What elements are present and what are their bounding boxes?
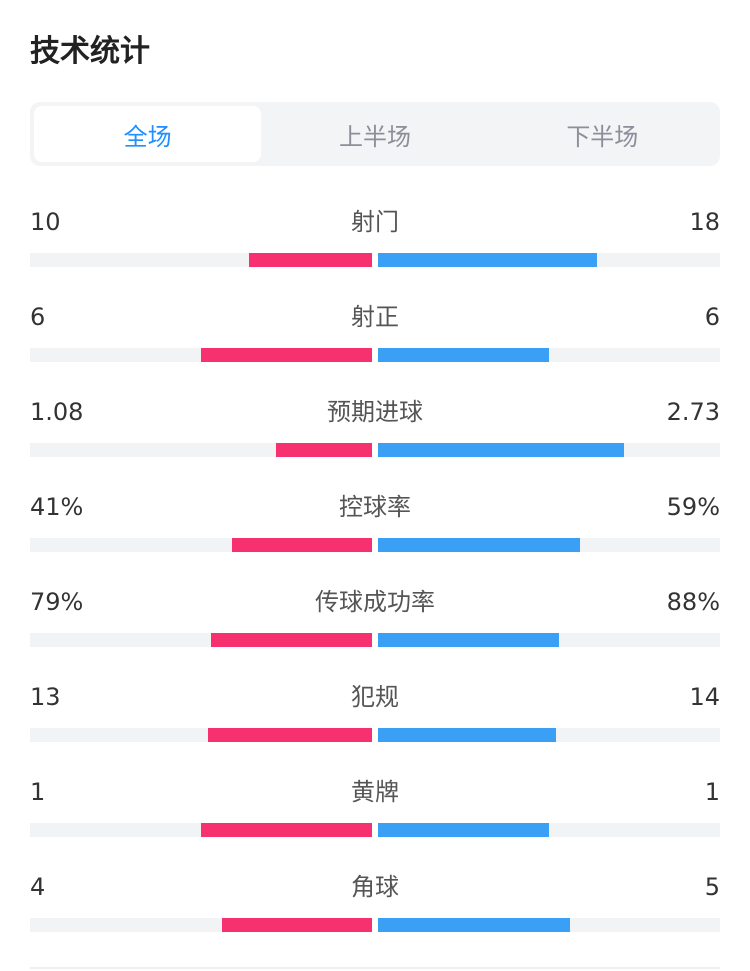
stat-label: 射门 — [351, 208, 399, 236]
away-value: 6 — [704, 303, 720, 331]
stat-row-possession: 41% 59% 控球率 — [30, 487, 720, 567]
period-tabs: 全场 上半场 下半场 — [30, 102, 720, 166]
home-bar-track — [30, 538, 372, 552]
stat-label: 射正 — [351, 303, 399, 331]
stat-label: 黄牌 — [351, 778, 399, 806]
stat-row-yellow-cards: 1 1 黄牌 — [30, 772, 720, 852]
away-bar-track — [378, 538, 720, 552]
bottom-divider — [30, 967, 720, 969]
home-bar — [211, 633, 372, 647]
away-bar — [378, 918, 570, 932]
home-value: 6 — [30, 303, 46, 331]
stat-label: 预期进球 — [327, 398, 423, 426]
home-value: 1.08 — [30, 398, 84, 426]
away-bar — [378, 253, 597, 267]
stat-row-fouls: 13 14 犯规 — [30, 677, 720, 757]
away-bar-track — [378, 253, 720, 267]
home-value: 13 — [30, 683, 61, 711]
tab-full-match[interactable]: 全场 — [34, 106, 262, 162]
away-value: 88% — [666, 588, 720, 616]
stat-row-pass-accuracy: 79% 88% 传球成功率 — [30, 582, 720, 662]
away-bar — [378, 443, 624, 457]
away-bar-track — [378, 918, 720, 932]
stat-label: 角球 — [351, 873, 399, 901]
away-bar — [378, 348, 549, 362]
home-bar — [276, 443, 372, 457]
away-bar-track — [378, 633, 720, 647]
away-bar — [378, 538, 580, 552]
home-bar — [232, 538, 372, 552]
away-value: 1 — [704, 778, 720, 806]
away-value: 5 — [704, 873, 720, 901]
stat-row-shots: 10 18 射门 — [30, 202, 720, 282]
home-bar-track — [30, 348, 372, 362]
home-bar — [201, 348, 372, 362]
home-bar-track — [30, 633, 372, 647]
stat-row-corners: 4 5 角球 — [30, 867, 720, 947]
home-bar — [249, 253, 372, 267]
home-value: 79% — [30, 588, 84, 616]
away-value: 14 — [689, 683, 720, 711]
home-bar — [201, 823, 372, 837]
away-bar-track — [378, 728, 720, 742]
home-bar-track — [30, 918, 372, 932]
home-bar-track — [30, 253, 372, 267]
home-bar-track — [30, 443, 372, 457]
home-bar-track — [30, 823, 372, 837]
away-bar-track — [378, 443, 720, 457]
stat-label: 传球成功率 — [315, 588, 435, 616]
stat-row-expected-goals: 1.08 2.73 预期进球 — [30, 392, 720, 472]
stat-label: 犯规 — [351, 683, 399, 711]
home-bar — [208, 728, 372, 742]
stat-row-shots-on-target: 6 6 射正 — [30, 297, 720, 377]
tab-first-half[interactable]: 上半场 — [338, 122, 411, 151]
home-value: 1 — [30, 778, 46, 806]
home-bar-track — [30, 728, 372, 742]
away-bar-track — [378, 823, 720, 837]
away-value: 2.73 — [666, 398, 720, 426]
away-bar-track — [378, 348, 720, 362]
away-bar — [378, 633, 559, 647]
away-value: 18 — [689, 208, 720, 236]
home-bar — [222, 918, 372, 932]
home-value: 4 — [30, 873, 46, 901]
home-value: 10 — [30, 208, 61, 236]
away-bar — [378, 823, 549, 837]
home-value: 41% — [30, 493, 84, 521]
away-value: 59% — [666, 493, 720, 521]
tab-second-half[interactable]: 下半场 — [566, 122, 639, 151]
page-title: 技术统计 — [30, 34, 150, 69]
stat-label: 控球率 — [339, 493, 411, 521]
away-bar — [378, 728, 556, 742]
